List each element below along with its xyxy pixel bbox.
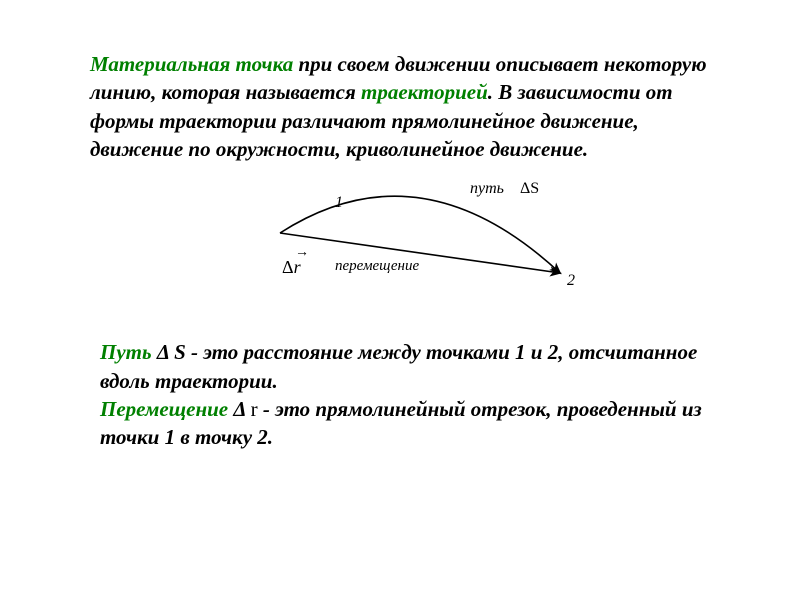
trajectory-diagram: 1 2 путь ΔS → Δr перемещение bbox=[220, 173, 600, 318]
diagram-container: 1 2 путь ΔS → Δr перемещение bbox=[90, 173, 730, 318]
path-label: путь ΔS bbox=[470, 180, 539, 197]
term-displacement: Перемещение bbox=[100, 397, 228, 421]
arc-path bbox=[280, 197, 560, 274]
dr-label: Δr bbox=[282, 257, 302, 277]
displacement-label: перемещение bbox=[335, 258, 419, 274]
text: 2 bbox=[548, 340, 559, 364]
text: . bbox=[268, 425, 273, 449]
term-path: Путь bbox=[100, 340, 152, 364]
text: 2 bbox=[257, 425, 268, 449]
slide: Материальная точка при своем движении оп… bbox=[0, 0, 800, 600]
point-1-label: 1 bbox=[335, 194, 343, 211]
term-material-point: Материальная точка bbox=[90, 52, 293, 76]
point-2-label: 2 bbox=[567, 272, 575, 289]
text-r: r bbox=[251, 397, 258, 421]
text: 1 bbox=[165, 425, 176, 449]
term-trajectory: траекторией bbox=[361, 80, 488, 104]
paragraph-path-displacement: Путь Δ S - это расстояние между точками … bbox=[90, 338, 730, 451]
text: Δ S - это расстояние между точками bbox=[152, 340, 515, 364]
text: в точку bbox=[175, 425, 257, 449]
text: и bbox=[526, 340, 548, 364]
text: Δ bbox=[228, 397, 251, 421]
text: 1 bbox=[515, 340, 526, 364]
paragraph-definition: Материальная точка при своем движении оп… bbox=[90, 50, 730, 163]
